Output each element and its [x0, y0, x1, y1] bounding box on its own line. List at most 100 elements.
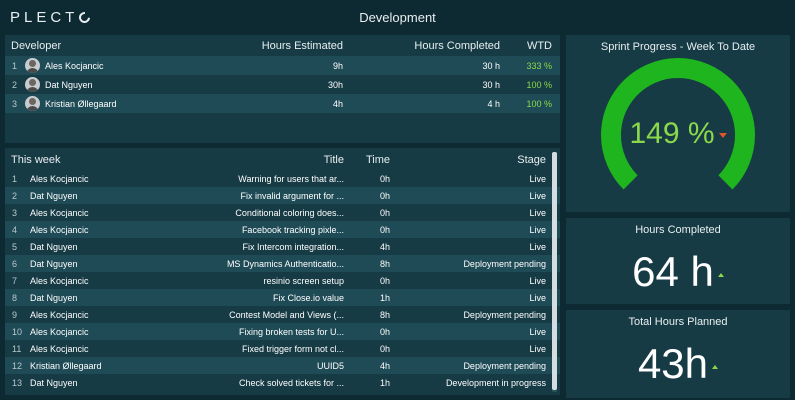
developer-name: Ales Kocjancic	[30, 174, 89, 184]
task-stage: Live	[529, 276, 546, 286]
task-stage: Live	[529, 174, 546, 184]
column-header-time: Time	[365, 154, 390, 166]
table-row[interactable]: 12 Kristian Øllegaard UUID5 4h Deployment pe…	[5, 357, 560, 374]
row-rank: 8	[12, 293, 18, 303]
table-row[interactable]: 2 Dat Nguyen Fix invalid argument for ... 0…	[5, 187, 560, 204]
column-header-hours-estimated: Hours Estimated	[261, 40, 343, 52]
developer-name: Ales Kocjancic	[30, 208, 89, 218]
table-row[interactable]: 1 Ales Kocjancic 9h 30 h 333 %	[5, 56, 560, 75]
developer-name: Kristian Øllegaard	[30, 361, 102, 371]
row-rank: 3	[12, 99, 18, 109]
task-time: 1h	[379, 293, 390, 303]
table-header: Developer Hours Estimated Hours Complete…	[5, 35, 560, 56]
row-rank: 4	[12, 225, 18, 235]
table-row[interactable]: 8 Dat Nguyen Fix Close.io value 1h Live	[5, 289, 560, 306]
task-title: Fixing broken tests for U...	[238, 327, 344, 337]
task-time: 0h	[379, 174, 390, 184]
developer-name: Ales Kocjancic	[30, 327, 89, 337]
task-title: Fix Close.io value	[272, 293, 344, 303]
task-title: UUID5	[316, 361, 344, 371]
widget-title: Total Hours Planned	[628, 316, 728, 328]
hours-estimated: 4h	[332, 99, 343, 109]
task-title: Warning for users that ar...	[238, 174, 344, 184]
row-rank: 7	[12, 276, 18, 286]
row-rank: 9	[12, 310, 18, 320]
task-stage: Deployment pending	[463, 310, 546, 320]
row-rank: 2	[12, 80, 18, 90]
wtd-value: 333 %	[526, 61, 552, 71]
column-header-this-week: This week	[11, 154, 61, 166]
row-rank: 10	[12, 327, 23, 337]
developer-name: Dat Nguyen	[45, 80, 93, 90]
task-stage: Deployment pending	[463, 361, 546, 371]
row-rank: 6	[12, 259, 18, 269]
task-title: Check solved tickets for ...	[238, 378, 344, 388]
task-stage: Live	[529, 293, 546, 303]
hours-estimated: 30h	[327, 80, 343, 90]
task-title: Fixed trigger form not cl...	[241, 344, 344, 354]
gauge-arc	[601, 58, 755, 190]
row-rank: 1	[12, 174, 18, 184]
task-time: 4h	[379, 242, 390, 252]
task-time: 0h	[379, 225, 390, 235]
task-time: 0h	[379, 327, 390, 337]
table-row[interactable]: 2 Dat Nguyen 30h 30 h 100 %	[5, 75, 560, 94]
table-row[interactable]: 3 Kristian Øllegaard 4h 4 h 100 %	[5, 94, 560, 113]
table-row[interactable]: 3 Ales Kocjancic Conditional coloring does…	[5, 204, 560, 221]
wtd-value: 100 %	[526, 80, 552, 90]
developer-name: Ales Kocjancic	[30, 225, 89, 235]
user-avatar-icon	[25, 58, 40, 73]
row-rank: 5	[12, 242, 18, 252]
task-time: 1h	[379, 378, 390, 388]
table-header: This week Title Time Stage	[5, 148, 560, 169]
row-rank: 3	[12, 208, 18, 218]
row-rank: 11	[12, 344, 22, 354]
arrow-up-icon	[712, 364, 719, 369]
row-rank: 12	[12, 361, 23, 371]
task-stage: Development in progress	[445, 378, 546, 388]
task-stage: Live	[529, 191, 546, 201]
arrow-up-icon	[717, 272, 724, 277]
task-title: Fix Intercom integration...	[242, 242, 344, 252]
table-row[interactable]: 11 Ales Kocjancic Fixed trigger form not c…	[5, 340, 560, 357]
task-stage: Live	[529, 208, 546, 218]
task-stage: Deployment pending	[463, 259, 546, 269]
table-row[interactable]: 13 Dat Nguyen Check solved tickets for ...…	[5, 374, 560, 391]
developer-name: Dat Nguyen	[30, 259, 78, 269]
task-stage: Live	[529, 225, 546, 235]
task-time: 8h	[379, 310, 390, 320]
table-row[interactable]: 4 Ales Kocjancic Facebook tracking pixle..…	[5, 221, 560, 238]
top-bar: PLECT Development	[0, 0, 795, 34]
wtd-value: 100 %	[526, 99, 552, 109]
developer-name: Dat Nguyen	[30, 191, 78, 201]
sprint-progress-widget: Sprint Progress - Week To Date 149 %	[566, 35, 790, 212]
column-header-developer: Developer	[11, 40, 62, 52]
hours-planned-widget: Total Hours Planned 43h	[566, 310, 790, 398]
task-title: Contest Model and Views (...	[229, 310, 344, 320]
task-title: Facebook tracking pixle...	[241, 225, 344, 235]
column-header-wtd: WTD	[526, 40, 552, 52]
hours-estimated: 9h	[332, 61, 343, 71]
row-rank: 13	[12, 378, 23, 388]
this-week-table[interactable]: This week Title Time Stage 1 Ales Kocjanc…	[5, 148, 560, 395]
hours-completed-value: 64 h	[566, 248, 790, 296]
developer-name: Dat Nguyen	[30, 378, 78, 388]
table-row[interactable]: 9 Ales Kocjancic Contest Model and Views (…	[5, 306, 560, 323]
task-title: MS Dynamics Authenticatio...	[226, 259, 344, 269]
task-stage: Live	[529, 327, 546, 337]
hours-completed-number: 64 h	[632, 248, 714, 295]
task-time: 0h	[379, 191, 390, 201]
task-time: 4h	[379, 361, 390, 371]
table-row[interactable]: 7 Ales Kocjancic resinio screen setup 0h Liv…	[5, 272, 560, 289]
column-header-stage: Stage	[517, 154, 546, 166]
table-row[interactable]: 10 Ales Kocjancic Fixing broken tests for …	[5, 323, 560, 340]
scrollbar-thumb[interactable]	[552, 152, 557, 390]
column-header-hours-completed: Hours Completed	[414, 40, 500, 52]
table-row[interactable]: 5 Dat Nguyen Fix Intercom integration... 4h…	[5, 238, 560, 255]
table-row[interactable]: 6 Dat Nguyen MS Dynamics Authenticatio... 8…	[5, 255, 560, 272]
sprint-gauge	[601, 58, 755, 190]
hours-planned-number: 43h	[637, 340, 709, 387]
task-stage: Live	[529, 242, 546, 252]
developer-name: Dat Nguyen	[30, 293, 78, 303]
table-row[interactable]: 1 Ales Kocjancic Warning for users that ar…	[5, 170, 560, 187]
